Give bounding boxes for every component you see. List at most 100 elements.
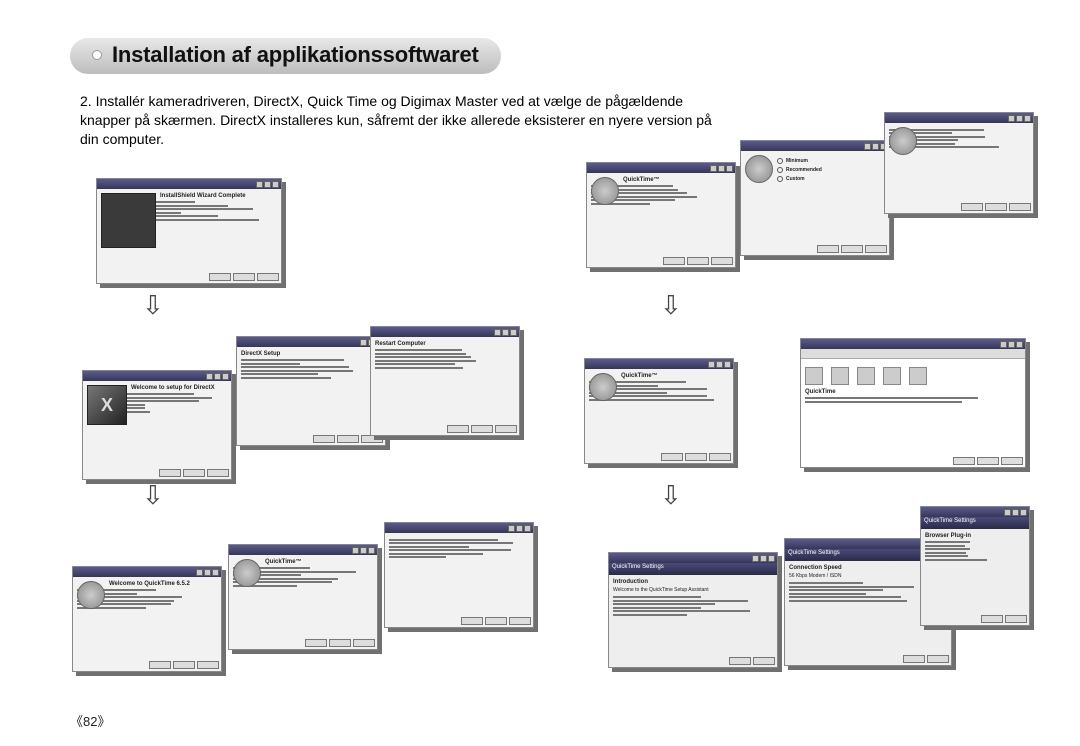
screenshot-thumb: DirectX Setup xyxy=(236,336,386,446)
dialog-button xyxy=(709,453,731,461)
screenshot-thumb: Welcome to QuickTime 6.5.2 xyxy=(72,566,222,672)
wizard-titlebar: QuickTime Settings xyxy=(609,563,777,575)
arrow-down-icon: ⇩ xyxy=(660,480,682,511)
arrow-down-icon: ⇩ xyxy=(142,480,164,511)
thumb-subheading: Welcome to the QuickTime Setup Assistant xyxy=(613,587,773,593)
titlebar xyxy=(585,359,733,369)
option-row: Custom xyxy=(777,176,885,182)
text-line xyxy=(789,582,863,584)
quicktime-logo-icon xyxy=(591,177,619,205)
dialog-button xyxy=(257,273,279,281)
screenshot-thumb xyxy=(384,522,534,628)
screenshot-thumb: QuickTime xyxy=(800,338,1026,468)
thumb-footer xyxy=(447,425,517,433)
thumb-body: QuickTime SettingsIntroductionWelcome to… xyxy=(609,563,777,668)
quicktime-logo-icon xyxy=(589,373,617,401)
thumb-body: QuickTime SettingsBrowser Plug-in xyxy=(921,517,1029,626)
screenshot-thumb: QuickTime™ xyxy=(586,162,736,268)
text-line xyxy=(375,367,463,369)
text-line xyxy=(925,559,987,561)
thumb-body: QuickTime™ xyxy=(585,369,733,464)
thumb-body xyxy=(885,123,1033,214)
text-line xyxy=(389,542,513,544)
thumb-body: Minimum Recommended Custom xyxy=(741,151,889,256)
titlebar xyxy=(237,337,385,347)
dialog-button xyxy=(471,425,493,433)
screenshot-thumb: QuickTime™ xyxy=(228,544,378,650)
dialog-button xyxy=(661,453,683,461)
quicktime-logo-icon xyxy=(233,559,261,587)
text-line xyxy=(789,589,883,591)
wizard-titlebar: QuickTime Settings xyxy=(921,517,1029,529)
directx-logo-icon: X xyxy=(87,385,127,425)
dialog-button xyxy=(927,655,949,663)
text-line xyxy=(789,600,907,602)
text-line xyxy=(925,552,966,554)
arrow-down-icon: ⇩ xyxy=(142,290,164,321)
page-number: 《82》 xyxy=(70,711,110,730)
text-line xyxy=(389,549,511,551)
dialog-button xyxy=(711,257,733,265)
thumb-body: InstallShield Wizard Complete xyxy=(97,189,281,284)
file-icon xyxy=(883,367,901,385)
screenshot-thumb: Restart Computer xyxy=(370,326,520,436)
screenshot-thumb: InstallShield Wizard Complete xyxy=(96,178,282,284)
thumb-heading: Restart Computer xyxy=(375,341,515,347)
text-line xyxy=(375,356,471,358)
text-line xyxy=(789,593,866,595)
text-line xyxy=(389,539,498,541)
thumb-footer xyxy=(961,203,1031,211)
text-line xyxy=(241,370,353,372)
dialog-button xyxy=(841,245,863,253)
option-row: Minimum xyxy=(777,158,885,164)
dialog-button xyxy=(1001,457,1023,465)
screenshot-thumb: QuickTime SettingsIntroductionWelcome to… xyxy=(608,552,778,668)
file-icon xyxy=(857,367,875,385)
thumb-footer xyxy=(149,661,219,669)
dialog-button xyxy=(485,617,507,625)
text-line xyxy=(613,610,750,612)
dialog-button xyxy=(685,453,707,461)
quicktime-logo-icon xyxy=(889,127,917,155)
dialog-button xyxy=(509,617,531,625)
screenshot-thumb: QuickTime SettingsBrowser Plug-in xyxy=(920,506,1030,626)
text-line xyxy=(789,596,901,598)
thumb-footer xyxy=(313,435,383,443)
dialog-button xyxy=(753,657,775,665)
thumb-footer xyxy=(817,245,887,253)
thumb-footer xyxy=(981,615,1027,623)
thumb-heading: DirectX Setup xyxy=(241,351,381,357)
option-row: Recommended xyxy=(777,167,885,173)
thumb-body: QuickTime™ xyxy=(229,555,377,650)
file-icon xyxy=(805,367,823,385)
titlebar xyxy=(229,545,377,555)
titlebar xyxy=(801,339,1025,349)
thumb-body: Welcome to QuickTime 6.5.2 xyxy=(73,577,221,672)
text-line xyxy=(789,586,914,588)
screenshot-thumb: XWelcome to setup for DirectX xyxy=(82,370,232,480)
dialog-button xyxy=(197,661,219,669)
text-line xyxy=(389,556,446,558)
body-paragraph: 2. Installér kameradriveren, DirectX, Qu… xyxy=(80,92,720,149)
text-line xyxy=(805,401,962,403)
thumb-heading: QuickTime xyxy=(805,389,1021,395)
text-line xyxy=(241,363,300,365)
dialog-button xyxy=(865,245,887,253)
text-line xyxy=(805,397,978,399)
titlebar xyxy=(921,507,1029,517)
dialog-button xyxy=(207,469,229,477)
text-line xyxy=(925,548,970,550)
thumb-footer xyxy=(305,639,375,647)
dialog-button xyxy=(903,655,925,663)
quicktime-logo-icon xyxy=(745,155,773,183)
thumb-footer xyxy=(209,273,279,281)
dialog-button xyxy=(981,615,1003,623)
file-icon xyxy=(909,367,927,385)
titlebar xyxy=(371,327,519,337)
titlebar xyxy=(73,567,221,577)
text-line xyxy=(375,353,466,355)
text-line xyxy=(925,541,970,543)
thumb-body: DirectX Setup xyxy=(237,347,385,446)
text-line xyxy=(375,363,455,365)
thumb-footer xyxy=(663,257,733,265)
